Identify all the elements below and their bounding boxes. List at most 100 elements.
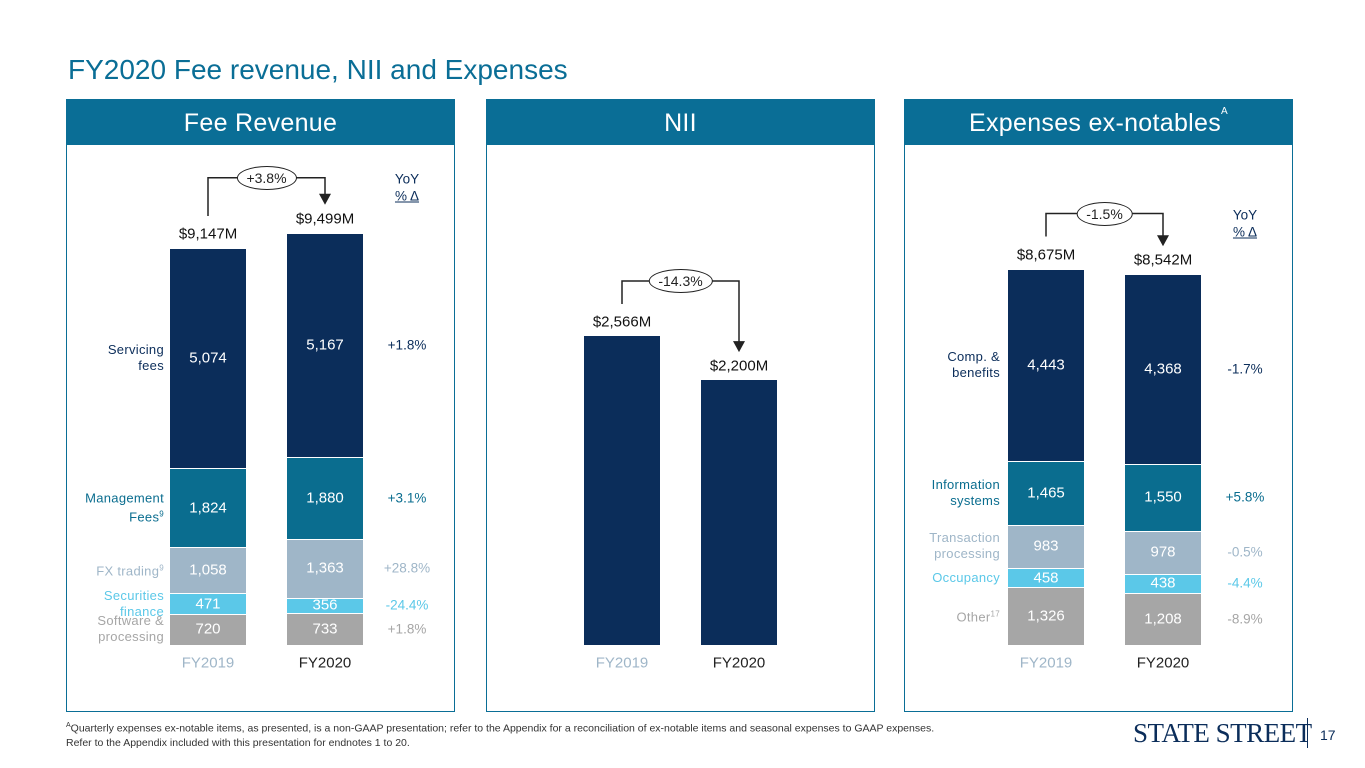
series-name: Comp. & benefits <box>947 348 1000 380</box>
segment-label: 356 <box>312 596 338 614</box>
segment-label: 5,167 <box>306 336 344 354</box>
panel-title: Fee Revenue <box>183 109 338 137</box>
bar-segment <box>170 593 246 614</box>
yoy-label: -1.7% <box>1227 361 1263 377</box>
panel-title: NII <box>664 109 697 137</box>
yoy-label: -8.9% <box>1227 611 1263 627</box>
bar-segment <box>1125 592 1201 645</box>
segment-label: 1,550 <box>1144 488 1182 506</box>
bar-segment <box>1125 573 1201 593</box>
category-label: FY2020 <box>1136 654 1190 672</box>
series-label: Occupancy <box>920 570 1000 586</box>
bracket-arrow <box>1157 235 1169 247</box>
total-label: $8,675M <box>1016 246 1076 263</box>
total-label: $8,542M <box>1133 251 1193 269</box>
bar-segment <box>1008 567 1084 588</box>
yoy-label: +3.1% <box>387 490 427 506</box>
segment-label: 1,363 <box>306 559 344 577</box>
footnote: AQuarterly expenses ex-notable items, as… <box>66 722 934 735</box>
panel-title: Expenses ex-notables <box>969 109 1221 137</box>
series-name: Transaction processing <box>929 530 1000 562</box>
series-name: Information systems <box>931 477 1000 509</box>
bar-segment <box>287 456 363 539</box>
segment-label: 1,880 <box>306 489 344 507</box>
segment-label: 458 <box>1033 569 1059 586</box>
yoy-label: -24.4% <box>385 597 429 613</box>
bar-segment <box>287 613 363 645</box>
series-name: Management Fees <box>85 490 164 525</box>
segment-label: 5,074 <box>189 349 227 367</box>
slide-title: FY2020 Fee revenue, NII and Expenses <box>68 54 568 85</box>
bar-segment <box>287 597 363 614</box>
page-number: 17 <box>1320 727 1336 743</box>
bar-segment <box>287 538 363 598</box>
panel: Fee Revenue <box>66 99 455 712</box>
segment-label: 733 <box>312 620 338 638</box>
series-label: Servicing fees <box>82 342 164 374</box>
bar-segment <box>1125 274 1201 464</box>
total-label: $9,499M <box>295 210 355 228</box>
logo: STATE STREET <box>1133 718 1312 748</box>
series-note: 17 <box>990 609 1000 619</box>
category-label: FY2019 <box>1019 654 1073 672</box>
series-name: Securities finance <box>103 587 164 619</box>
series-name: Software & processing <box>97 613 164 645</box>
segment-label: 720 <box>195 620 221 638</box>
segment-label: 983 <box>1033 537 1059 555</box>
panel-header: NII <box>487 100 874 145</box>
bar-segment <box>170 547 246 594</box>
bar <box>584 336 660 645</box>
segment-label: 438 <box>1150 574 1176 592</box>
series-label: Information systems <box>920 477 1000 509</box>
series-name: Other <box>956 609 991 625</box>
yoy-label: -4.4% <box>1227 575 1263 591</box>
series-label: Software & processing <box>82 613 164 645</box>
bar-segment <box>1008 524 1084 568</box>
series-label: Comp. & benefits <box>920 349 1000 381</box>
value-label: $2,200M <box>709 357 769 375</box>
yoy-unit: % Δ <box>394 188 420 204</box>
footnote: Refer to the Appendix included with this… <box>66 737 410 749</box>
series-label: Management Fees9 <box>82 490 164 525</box>
series-label: Transaction processing <box>920 530 1000 562</box>
series-label: Other17 <box>920 607 1000 626</box>
category-label: FY2020 <box>298 654 352 672</box>
bar-segment <box>1008 461 1084 525</box>
series-note: 9 <box>159 563 164 573</box>
series-name: Occupancy <box>932 569 1000 585</box>
yoy-label: +5.8% <box>1225 489 1265 505</box>
segment-label: 1,824 <box>189 499 227 517</box>
segment-label: 471 <box>195 595 221 613</box>
bar-segment <box>1125 463 1201 532</box>
bracket-arrow <box>733 341 745 353</box>
yoy-title: YoY <box>394 171 420 187</box>
series-name: Servicing fees <box>107 342 164 374</box>
yoy-label: +1.8% <box>387 337 427 353</box>
series-note: 9 <box>159 509 164 519</box>
series-name: FX trading <box>96 564 160 580</box>
series-label: Securities finance <box>82 588 164 620</box>
bar-segment <box>1008 587 1084 645</box>
change-label: +3.8% <box>236 165 297 190</box>
panel: NII <box>486 99 875 712</box>
bar-segment <box>170 613 246 645</box>
segment-label: 978 <box>1150 543 1176 561</box>
bar <box>701 380 777 645</box>
bar-segment <box>1125 531 1201 574</box>
category-label: FY2019 <box>595 654 649 672</box>
bracket-arrow <box>319 193 331 205</box>
value-label: $2,566M <box>592 313 652 331</box>
divider <box>1307 718 1308 748</box>
change-label: -1.5% <box>1076 201 1133 226</box>
yoy-unit: % Δ <box>1232 224 1258 239</box>
category-label: FY2020 <box>712 654 766 672</box>
footnote-marker: A <box>66 722 71 729</box>
segment-label: 1,058 <box>189 561 227 579</box>
title-note: A <box>1221 106 1228 117</box>
bar-segment <box>1008 268 1084 462</box>
panel-header: Expenses ex-notablesA <box>905 100 1292 145</box>
bar-segment <box>287 232 363 457</box>
segment-label: 1,465 <box>1027 484 1065 502</box>
footnote-text: Quarterly expenses ex-notable items, as … <box>70 722 935 735</box>
